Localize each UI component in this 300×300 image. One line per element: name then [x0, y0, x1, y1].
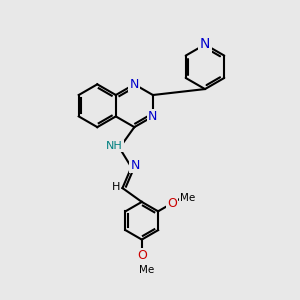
Text: Me: Me	[139, 265, 154, 275]
Text: O: O	[137, 249, 147, 262]
Text: O: O	[167, 196, 177, 210]
Text: N: N	[130, 78, 139, 91]
Text: N: N	[200, 38, 210, 52]
Text: N: N	[130, 159, 140, 172]
Text: Me: Me	[180, 194, 195, 203]
Text: N: N	[148, 110, 158, 123]
Text: H: H	[112, 182, 120, 192]
Text: NH: NH	[106, 141, 122, 151]
